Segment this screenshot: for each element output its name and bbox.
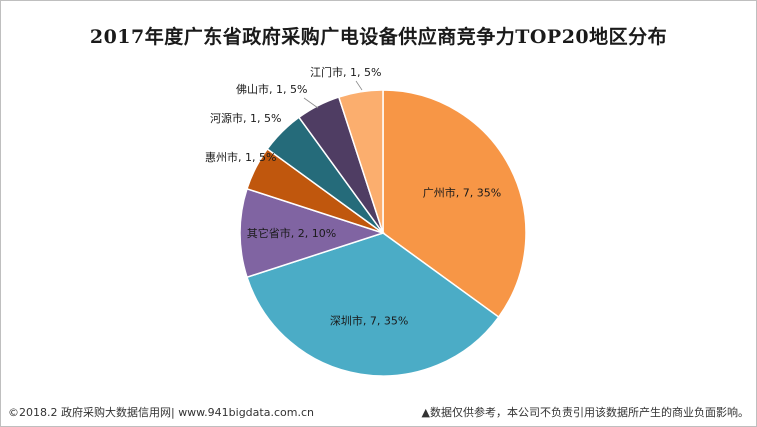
pie-slice-1 [382,89,527,319]
slice-label-5: 河源市, 1, 5% [210,111,281,125]
slice-label-7: 江门市, 1, 5% [310,65,381,79]
slice-label-1: 广州市, 7, 35% [423,186,501,200]
pie-slice-3 [239,187,386,279]
slice-label-6: 佛山市, 1, 5% [236,82,307,96]
slice-label-4: 惠州市, 1, 5% [205,150,276,164]
pie-slice-7 [337,89,384,234]
slice-label-3: 其它省市, 2, 10% [247,226,336,240]
pie-slice-2 [246,232,500,377]
slice-label-2: 深圳市, 7, 35% [330,314,408,328]
footer-source: ©2018.2 政府采购大数据信用网| www.941bigdata.com.c… [8,406,314,419]
leader-line-6 [303,97,319,109]
chart-title: 2017年度广东省政府采购广电设备供应商竞争力TOP20地区分布 [89,26,668,48]
footer-disclaimer: ▲数据仅供参考，本公司不负责引用该数据所产生的商业负面影响。 [421,406,749,419]
leader-line-7 [355,80,363,91]
